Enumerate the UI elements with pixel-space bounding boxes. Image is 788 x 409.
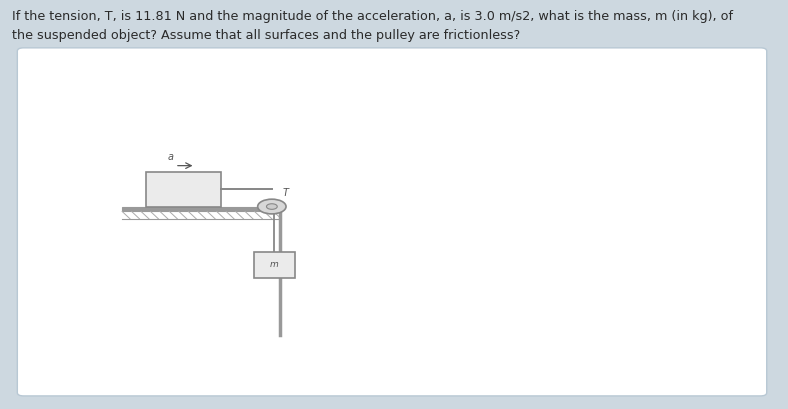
Bar: [146, 172, 221, 207]
Circle shape: [266, 204, 277, 209]
Text: a: a: [167, 153, 173, 162]
Text: the suspended object? Assume that all surfaces and the pulley are frictionless?: the suspended object? Assume that all su…: [12, 29, 520, 42]
Text: If the tension, T, is 11.81 N and the magnitude of the acceleration, a, is 3.0 m: If the tension, T, is 11.81 N and the ma…: [12, 10, 733, 23]
Text: m: m: [269, 260, 279, 270]
Bar: [254, 252, 295, 278]
Bar: [122, 207, 280, 211]
Text: T: T: [282, 188, 288, 198]
FancyBboxPatch shape: [17, 48, 767, 396]
Circle shape: [258, 199, 286, 214]
